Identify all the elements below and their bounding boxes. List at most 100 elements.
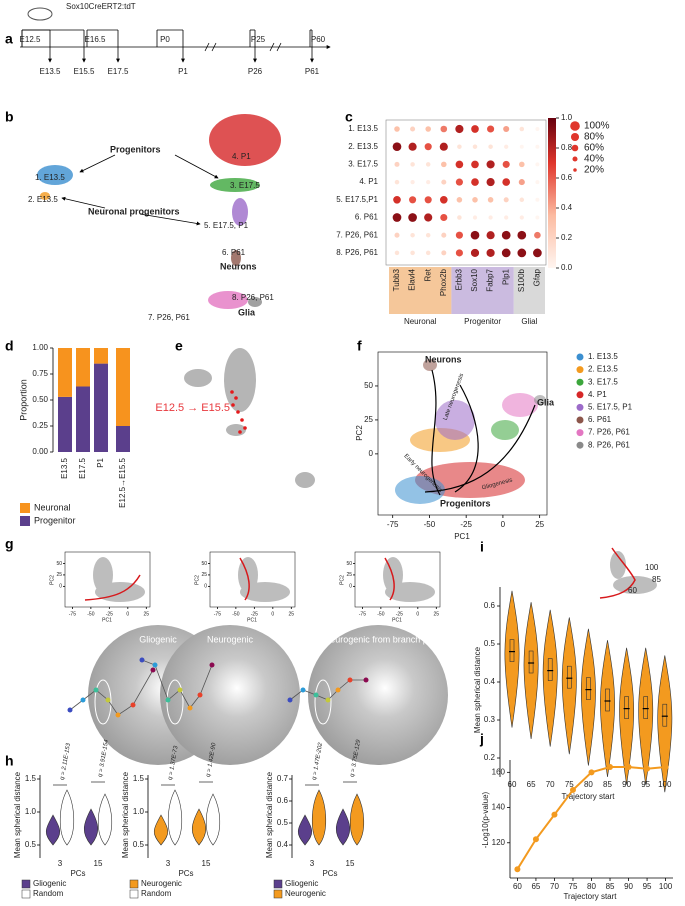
arrow [79, 154, 116, 173]
x-axis-label: Trajectory start [563, 892, 617, 901]
panel-label: e [175, 338, 183, 354]
dot [519, 126, 525, 132]
x-tick-label: 0 [416, 611, 419, 617]
gene-group [389, 267, 452, 314]
x-tick-label: -25 [396, 611, 403, 617]
mini-frame [354, 551, 441, 608]
size-key [570, 121, 580, 131]
x-tick-label: -75 [359, 611, 366, 617]
legend-swatch [21, 889, 31, 899]
cluster-label: 5. E17.5, P1 [204, 221, 249, 230]
x-tick-label: 75 [565, 780, 574, 789]
point [551, 811, 558, 818]
legend-label: 4. P1 [588, 390, 607, 399]
legend-swatch [20, 503, 30, 513]
violin [335, 808, 351, 846]
y-tick-label: 25 [201, 572, 207, 578]
dot [424, 143, 432, 151]
cell-cloud [610, 551, 626, 579]
labeling-time: E16.5 [85, 35, 106, 44]
cell-cloud [93, 557, 113, 593]
bar-segment [58, 396, 72, 452]
x-tick-label: E17.5 [78, 457, 87, 478]
dot [535, 127, 540, 131]
trajectory-point [152, 662, 158, 668]
cell-cloud [613, 576, 657, 594]
y-tick-label: 0.4 [277, 840, 289, 849]
mouse-icon [27, 7, 53, 21]
trajectory-point [130, 702, 136, 708]
legend-label: 2. E13.5 [588, 365, 618, 374]
x-tick-label: 25 [535, 520, 544, 529]
colorbar-label: 0.2 [561, 233, 573, 242]
x-axis-label: PC1 [392, 617, 402, 623]
dot [394, 126, 400, 132]
cluster-label: 3. E17.5 [230, 181, 260, 190]
arrow [174, 154, 219, 179]
cluster-cloud [435, 400, 475, 440]
gene-label: Sox10 [470, 268, 479, 291]
colorbar-label: 1.0 [561, 113, 573, 122]
row-label: 3. E17.5 [348, 160, 378, 169]
dot [394, 179, 400, 185]
bar-segment [94, 363, 108, 452]
lineage-cell [238, 430, 242, 434]
y-tick-label: 0.5 [277, 818, 289, 827]
dot [455, 231, 463, 239]
x-tick-label: 60 [508, 780, 517, 789]
collection-time: P26 [248, 67, 263, 76]
gene-label: S100b [517, 268, 526, 292]
cluster-cloud [208, 291, 248, 309]
cluster-label: 7. P26, P61 [148, 313, 190, 322]
violin [205, 793, 221, 846]
dot [472, 144, 478, 149]
dot [408, 213, 417, 222]
group-label: Progenitor [464, 317, 501, 326]
trajectory-point [115, 712, 121, 718]
violin [638, 647, 654, 785]
dot [519, 144, 524, 149]
box [528, 650, 534, 674]
x-tick-label: 80 [587, 882, 596, 891]
cluster-label: 8. P26, P61 [232, 293, 274, 302]
violin [349, 793, 365, 846]
y-tick-label: 50 [346, 561, 352, 567]
dot [472, 197, 478, 203]
gene-label: Gfap [533, 268, 542, 286]
x-tick-label: -25 [251, 611, 258, 617]
y-tick-label: 0.75 [32, 369, 48, 378]
gene-label: Erbb3 [455, 268, 464, 290]
dot [439, 142, 448, 151]
cell-cloud [224, 348, 256, 412]
y-tick-label: 1.0 [25, 807, 37, 816]
x-tick-label: 95 [641, 780, 650, 789]
y-tick-label: 0.6 [277, 796, 289, 805]
x-tick-label: 3 [166, 859, 171, 868]
y-tick-label: 0.4 [484, 677, 496, 686]
dot [455, 178, 463, 186]
sphere-label: Gliogenic [139, 634, 177, 644]
dot [486, 160, 495, 169]
gene-group [513, 267, 545, 314]
trajectory-point [300, 687, 306, 693]
cell-cloud [295, 472, 315, 488]
legend-label: 8. P26, P61 [588, 440, 630, 449]
x-tick-label: 85 [603, 780, 612, 789]
cluster-label: 4. P1 [232, 152, 251, 161]
lineage-cell [231, 403, 235, 407]
lineage-cell [243, 426, 247, 430]
gene-label: Fabp7 [486, 268, 495, 291]
y-tick-label: 0.00 [32, 447, 48, 456]
cluster-label: 2. E13.5 [28, 195, 58, 204]
dot [410, 250, 415, 256]
x-tick-label: 65 [531, 882, 540, 891]
sphere-label: Neurogenic [207, 634, 254, 644]
dot [457, 144, 462, 149]
x-tick-label: 0 [126, 611, 129, 617]
mini-frame [64, 551, 151, 608]
y-tick-label: 50 [364, 381, 373, 390]
legend-marker [576, 378, 584, 386]
x-tick-label: 100 [659, 882, 673, 891]
lineage-cell [230, 390, 234, 394]
dot [488, 144, 493, 149]
